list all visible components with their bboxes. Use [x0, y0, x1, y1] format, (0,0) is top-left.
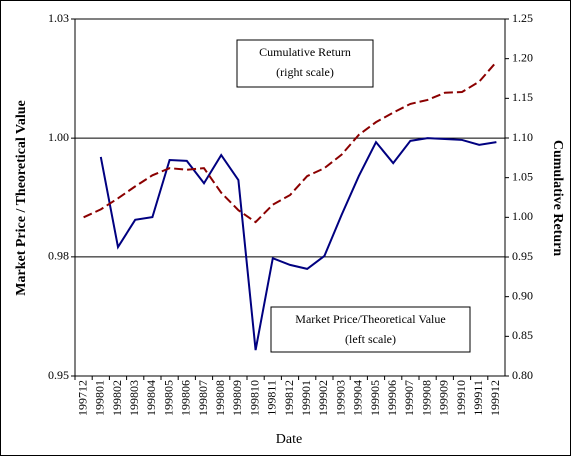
y-axis-title: Market Price / Theoretical Value [14, 100, 29, 295]
x-tick-label: 199805 [161, 380, 175, 416]
x-tick-label: 199912 [488, 380, 502, 416]
x-tick-label: 199809 [230, 380, 244, 416]
y-tick-label: 1.00 [48, 130, 69, 144]
plot-area [74, 18, 506, 377]
x-tick-label: 199812 [282, 380, 296, 416]
x-tick-label: 199909 [437, 380, 451, 416]
y2-tick-label: 0.95 [512, 249, 533, 263]
annotation-box [236, 39, 374, 88]
y2-tick-label: 1.15 [512, 90, 533, 104]
x-axis-title: Date [276, 432, 302, 447]
y2-tick-label: 0.85 [512, 328, 533, 342]
annotation-box [270, 306, 471, 353]
y-tick-label: 0.95 [48, 368, 69, 382]
y2-axis-title: Cumulative Return [550, 140, 565, 256]
x-tick-label: 199811 [265, 380, 279, 416]
x-tick-label: 199802 [110, 380, 124, 416]
y-tick-label: 1.03 [48, 11, 69, 25]
series-line [83, 61, 498, 224]
annotation-text: (right scale) [276, 65, 334, 79]
y2-tick-label: 1.25 [512, 11, 533, 25]
annotation-text: Cumulative Return [259, 45, 351, 59]
x-tick-label: 199808 [213, 380, 227, 416]
y2-tick-label: 0.90 [512, 288, 533, 302]
x-tick-label: 199903 [333, 380, 347, 416]
x-tick-label: 199806 [179, 380, 193, 416]
y2-tick-label: 1.00 [512, 209, 533, 223]
x-tick-label: 199911 [471, 380, 485, 416]
annotation-text: Market Price/Theoretical Value [295, 312, 445, 326]
x-tick-label: 199712 [75, 380, 89, 416]
x-tick-label: 199801 [93, 380, 107, 416]
x-tick-label: 199906 [385, 380, 399, 416]
x-tick-label: 199901 [299, 380, 313, 416]
y-tick-label: 0.98 [48, 249, 69, 263]
x-tick-label: 199907 [402, 380, 416, 416]
annotation-text: (left scale) [345, 332, 396, 346]
x-tick-label: 199804 [144, 380, 158, 416]
x-tick-label: 199902 [316, 380, 330, 416]
x-tick-label: 199807 [196, 380, 210, 416]
y2-tick-label: 1.20 [512, 50, 533, 64]
x-tick-label: 199810 [247, 380, 261, 416]
x-tick-label: 199910 [454, 380, 468, 416]
x-tick-label: 199908 [419, 380, 433, 416]
x-tick-label: 199905 [368, 380, 382, 416]
x-tick-label: 199904 [351, 380, 365, 416]
y2-tick-label: 1.10 [512, 130, 533, 144]
x-tick-label: 199803 [127, 380, 141, 416]
y2-tick-label: 0.80 [512, 368, 533, 382]
y2-tick-label: 1.05 [512, 169, 533, 183]
